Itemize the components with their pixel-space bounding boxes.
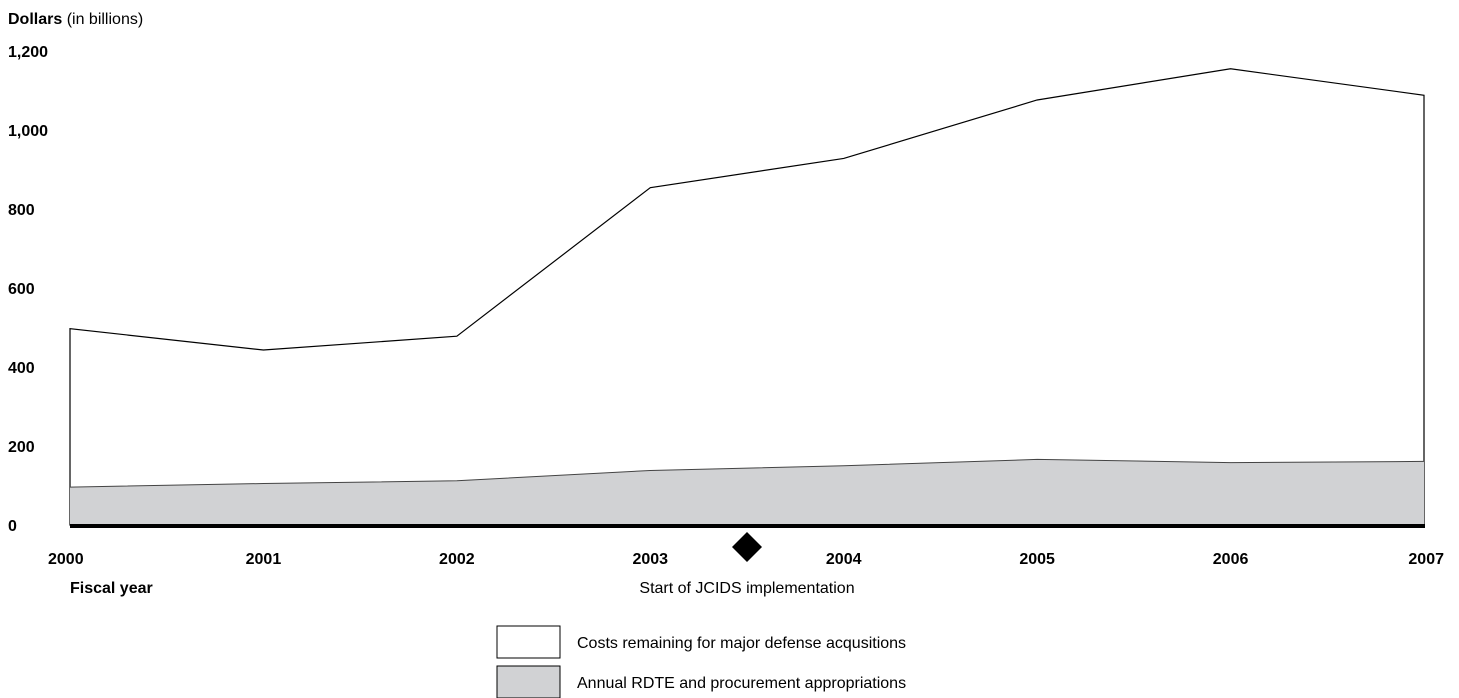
y-tick-label: 1,200 [8, 44, 48, 61]
area-rdte-appropriations [70, 459, 1424, 525]
x-tick-label: 2003 [632, 551, 668, 568]
x-tick-label: 2002 [439, 551, 475, 568]
line-rdte-appropriations [69, 458, 1425, 488]
x-tick-label: 2007 [1408, 551, 1444, 568]
y-axis-ticks: 0 200 400 600 800 1,000 1,200 [8, 44, 48, 535]
x-tick-label: 2000 [48, 551, 84, 568]
y-tick-label: 1,000 [8, 123, 48, 140]
y-tick-label: 200 [8, 439, 35, 456]
x-tick-label: 2006 [1213, 551, 1249, 568]
x-axis-title: Fiscal year [70, 580, 153, 597]
legend: Costs remaining for major defense acqusi… [496, 625, 906, 698]
jcids-diamond-marker [732, 532, 762, 562]
legend-label-costs-remaining: Costs remaining for major defense acqusi… [577, 635, 906, 652]
y-tick-label: 400 [8, 360, 35, 377]
jcids-annotation-label: Start of JCIDS implementation [639, 580, 854, 597]
x-axis-ticks: 2000 2001 2002 2003 2004 2005 2006 2007 [48, 551, 1444, 568]
legend-label-rdte-appropriations: Annual RDTE and procurement appropriatio… [577, 675, 906, 692]
x-tick-label: 2004 [826, 551, 862, 568]
y-axis-title-rest: (in billions) [62, 11, 143, 28]
plot-area [69, 68, 1425, 528]
x-tick-label: 2005 [1019, 551, 1055, 568]
y-tick-label: 0 [8, 518, 17, 535]
x-tick-label: 2001 [246, 551, 282, 568]
y-tick-label: 800 [8, 202, 35, 219]
y-axis-title: Dollars (in billions) [8, 11, 143, 28]
legend-swatch-rdte-appropriations [496, 665, 561, 698]
legend-swatch-costs-remaining [496, 625, 561, 659]
y-tick-label: 600 [8, 281, 35, 298]
y-axis-title-bold: Dollars [8, 11, 62, 28]
area-costs-remaining [69, 68, 1425, 526]
